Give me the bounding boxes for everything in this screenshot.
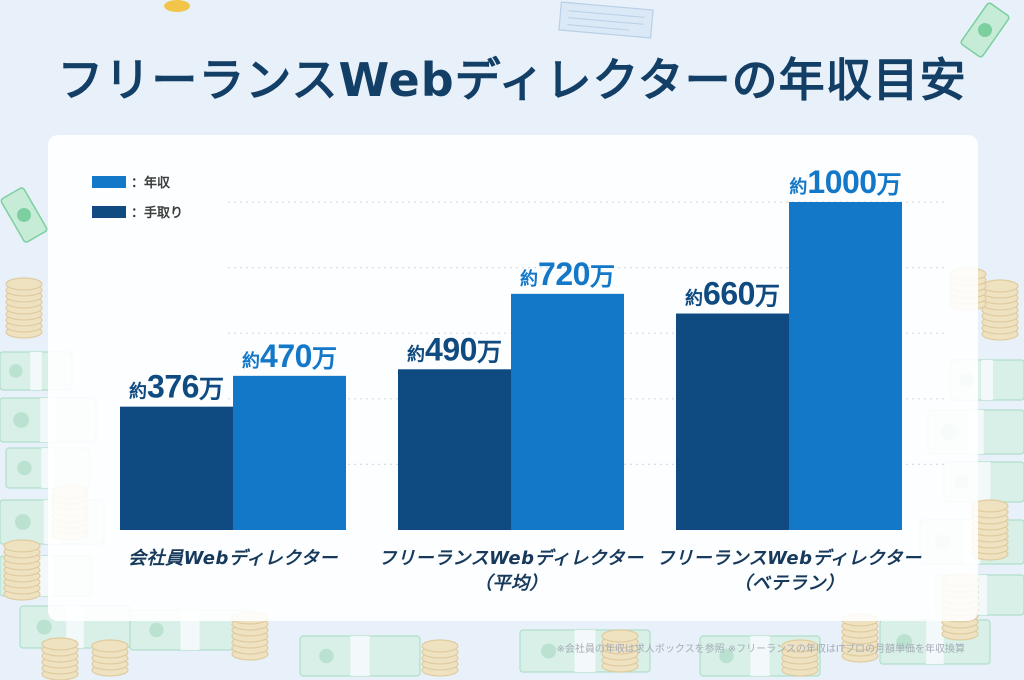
banknote-seal xyxy=(36,619,52,635)
label-value: 660 xyxy=(703,276,755,312)
data-label-take-home: 約660万 xyxy=(685,276,780,312)
legend-label-annual-income: ：年収 xyxy=(131,175,171,191)
label-value: 1000 xyxy=(807,164,876,200)
coin-stack-icon xyxy=(781,639,819,677)
coin-stack-icon xyxy=(841,613,879,663)
data-label-annual-income: 約470万 xyxy=(242,338,337,374)
category-label: （ベテラン） xyxy=(734,573,845,594)
category-labels: 会社員Webディレクター フリーランスWebディレクター （平均） フリーランスWeb… xyxy=(128,548,922,594)
legend-item-annual-income: ：年収 xyxy=(92,175,171,191)
banknote-bundle-icon xyxy=(299,635,421,677)
data-label-take-home: 約490万 xyxy=(407,331,502,367)
document-line xyxy=(568,10,645,18)
category-label: 会社員Webディレクター xyxy=(128,548,338,569)
banknote-seal xyxy=(896,634,913,650)
category-label: フリーランスWebディレクター xyxy=(657,548,922,569)
banknote-band xyxy=(977,462,991,502)
bar-take-home xyxy=(676,313,789,530)
banknote-icon xyxy=(960,2,1010,58)
label-unit: 万 xyxy=(590,263,615,291)
legend-series-name: 手取り xyxy=(144,205,183,221)
coin-stack-icon xyxy=(981,279,1019,341)
coin-icon xyxy=(3,539,41,553)
coin-stack-icon xyxy=(3,539,41,601)
coin-stack-icon xyxy=(5,277,43,339)
banknote-icon xyxy=(0,187,48,243)
banknote-band xyxy=(926,620,944,664)
banknote-seal xyxy=(17,208,31,222)
banknote-band xyxy=(574,630,596,672)
label-prefix: 約 xyxy=(129,381,147,402)
data-label-annual-income: 約1000万 xyxy=(789,164,901,200)
coin-stack-icon xyxy=(601,629,639,673)
banknote-seal xyxy=(13,412,30,428)
label-unit: 万 xyxy=(477,338,502,366)
document-line xyxy=(567,24,630,31)
data-label-take-home: 約376万 xyxy=(129,369,224,405)
banknote-band xyxy=(30,352,42,390)
coin-stack-icon xyxy=(971,499,1009,561)
label-value: 720 xyxy=(538,256,590,292)
coin-icon xyxy=(41,637,79,651)
coin-stack-icon xyxy=(421,639,459,677)
label-unit: 万 xyxy=(199,376,224,404)
coin-icon xyxy=(5,277,43,291)
label-unit: 万 xyxy=(877,171,902,199)
label-prefix: 約 xyxy=(685,288,703,309)
document-sheet xyxy=(558,1,654,39)
bars xyxy=(120,202,902,530)
legend-label-take-home: ：手取り xyxy=(131,205,183,221)
label-prefix: 約 xyxy=(789,176,807,197)
banknote-seal xyxy=(319,648,334,664)
bar-annual-income xyxy=(233,375,346,530)
bar-annual-income xyxy=(511,293,624,530)
coin-icon xyxy=(421,639,459,653)
footnote: ※会社員の年収は求人ボックスを参照 ※フリーランスの年収はITプロの月額単価を年… xyxy=(556,644,966,655)
category-label: フリーランスWebディレクター xyxy=(379,548,644,569)
banknote-seal xyxy=(17,460,32,476)
document-icon xyxy=(558,1,654,39)
banknote-seal xyxy=(9,364,23,378)
category-label: （平均） xyxy=(474,573,548,594)
label-prefix: 約 xyxy=(242,350,260,371)
document-line xyxy=(568,17,644,25)
legend: ：年収 ：手取り xyxy=(92,175,183,221)
coin-icon xyxy=(164,0,190,12)
banknote-band xyxy=(750,636,770,676)
legend-series-name: 年収 xyxy=(144,175,171,191)
bar-take-home xyxy=(120,406,233,530)
page-title: フリーランスWebディレクターの年収目安 xyxy=(57,53,967,107)
coin-stack-icon xyxy=(41,637,79,680)
banknote-seal xyxy=(978,23,992,37)
bar-annual-income xyxy=(789,202,902,530)
data-label-annual-income: 約720万 xyxy=(520,256,615,292)
banknote-seal xyxy=(149,622,164,638)
label-unit: 万 xyxy=(312,345,337,373)
legend-swatch-take-home xyxy=(92,206,126,218)
legend-separator: ： xyxy=(131,206,144,221)
label-value: 490 xyxy=(425,331,477,367)
legend-swatch-annual-income xyxy=(92,176,126,188)
banknote-seal xyxy=(14,514,31,530)
label-value: 470 xyxy=(260,338,312,374)
legend-separator: ： xyxy=(131,176,144,191)
coin-icon xyxy=(601,629,639,643)
coin-icon xyxy=(781,639,819,653)
coin-icon xyxy=(91,639,129,653)
label-prefix: 約 xyxy=(407,343,425,364)
banknote-seal xyxy=(541,643,557,659)
legend-item-take-home: ：手取り xyxy=(92,205,183,221)
banknote-band xyxy=(350,636,370,676)
coin-stack-icon xyxy=(91,639,129,677)
label-value: 376 xyxy=(147,369,199,405)
label-unit: 万 xyxy=(755,283,780,311)
banknote-seal xyxy=(719,648,734,664)
bar-take-home xyxy=(398,369,511,530)
label-prefix: 約 xyxy=(520,268,538,289)
banknote-band xyxy=(981,360,993,400)
